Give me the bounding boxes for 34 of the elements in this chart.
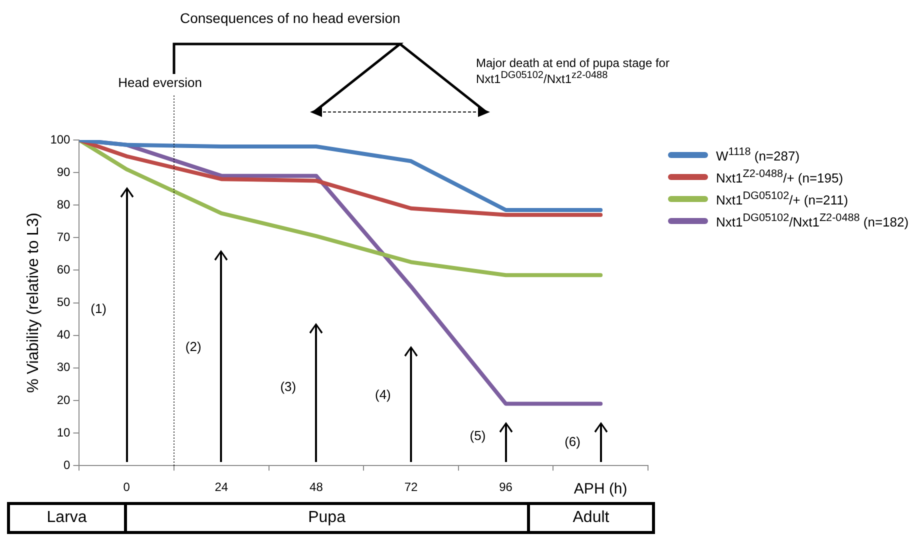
x-axis-title: APH (h): [574, 480, 628, 498]
text: Pupa: [124, 502, 530, 534]
annotation: (1): [90, 301, 106, 316]
annotation: (4): [375, 387, 391, 402]
y-tick-label: 20: [56, 392, 71, 407]
y-tick-label: 40: [56, 328, 71, 342]
y-tick-label: 100: [50, 132, 71, 146]
y-axis-title: % Viability (relative to L3): [25, 212, 42, 393]
legend-label: Nxt1$^{DG05102}$/+ (n=211): [716, 190, 848, 208]
text: Consequences of no head eversion: [180, 10, 400, 26]
annotation: (5): [470, 428, 486, 443]
ref-line-label: Head eversion: [118, 75, 202, 90]
y-tick-label: 60: [56, 262, 71, 277]
annotation: (3): [280, 379, 296, 394]
text: Larva: [7, 502, 127, 534]
legend-label: Nxt1$^{DG05102}$/Nxt1$^{Z2-0488}$ (n=182): [716, 212, 909, 230]
y-tick-label: 30: [56, 360, 71, 374]
annotation: (6): [564, 434, 580, 449]
x-tick-label: 24: [214, 480, 228, 494]
annotation: (2): [185, 339, 202, 354]
text: Major death at end of pupa stage for Nxt1$^{DG05102}$/Nxt1$^{z2-0488}$: [476, 56, 670, 86]
y-tick-label: 80: [56, 197, 71, 212]
y-tick-label: 0: [64, 458, 71, 472]
x-tick-label: 48: [310, 480, 324, 494]
legend-label: W$^{1118}$ (n=287): [716, 146, 800, 164]
y-tick-label: 90: [56, 164, 71, 179]
text: Adult: [526, 502, 655, 534]
x-tick-label: 0: [123, 480, 130, 494]
y-tick-label: 50: [56, 295, 71, 310]
x-tick-label: 96: [499, 480, 513, 494]
y-tick-label: 70: [56, 230, 71, 244]
y-tick-label: 10: [56, 425, 71, 440]
legend-label: Nxt1$^{Z2-0488}$/+ (n=195): [716, 168, 844, 186]
x-tick-label: 72: [404, 480, 418, 494]
